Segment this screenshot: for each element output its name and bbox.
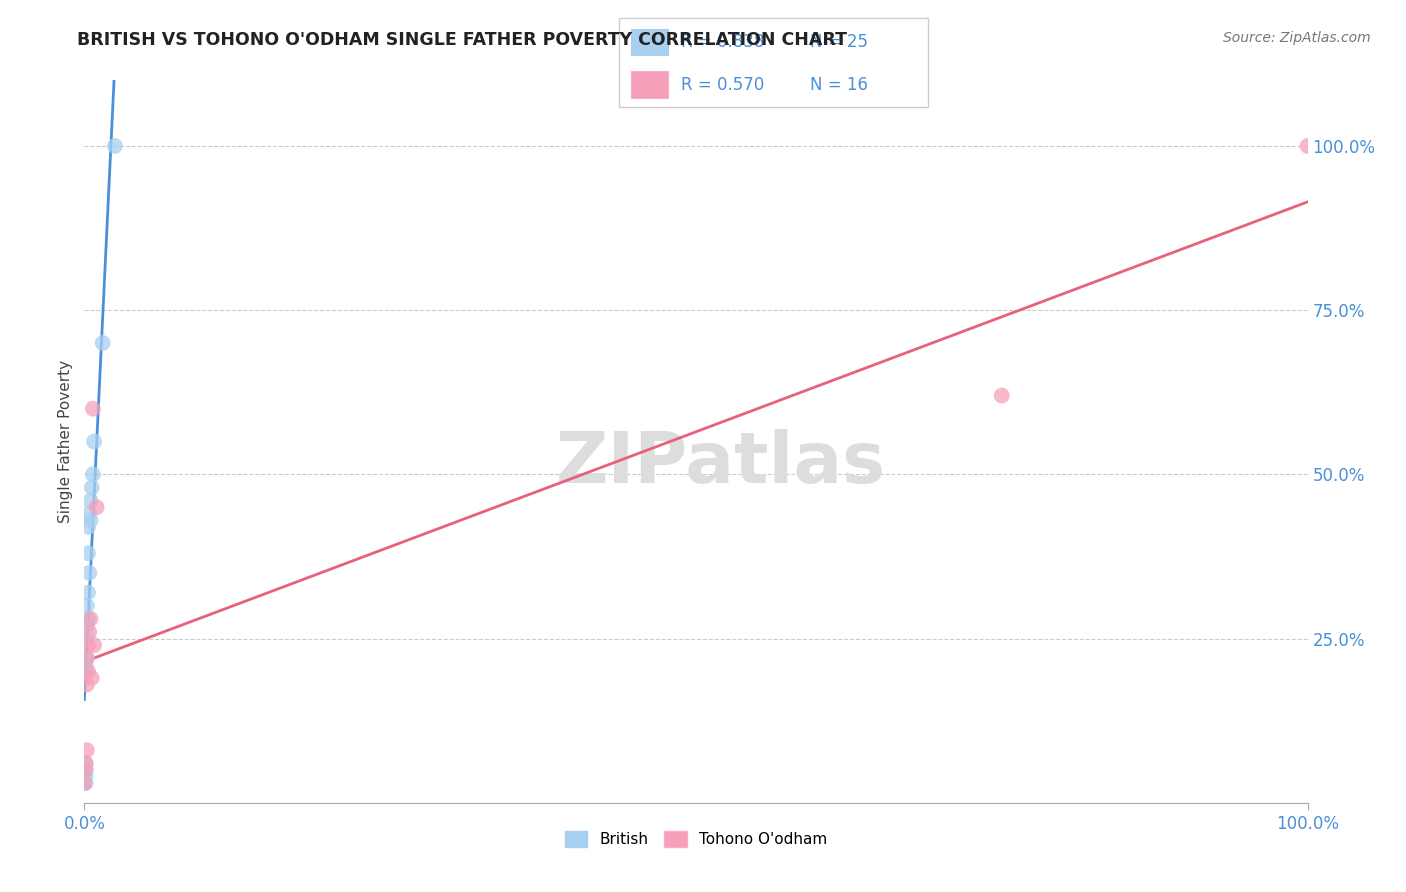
FancyBboxPatch shape (631, 71, 668, 98)
Point (82, 401, 104, 416)
Point (82, 467, 104, 482)
Point (91, 336, 114, 351)
Text: BRITISH VS TOHONO O'ODHAM SINGLE FATHER POVERTY CORRELATION CHART: BRITISH VS TOHONO O'ODHAM SINGLE FATHER … (77, 31, 848, 49)
Point (77, 585, 100, 599)
Point (76, 599, 98, 613)
Point (75, 665, 97, 679)
Point (79, 493, 101, 508)
Point (73, 776, 96, 790)
FancyBboxPatch shape (631, 29, 668, 55)
Point (75, 770, 97, 784)
Point (77, 566, 100, 580)
Point (77, 507, 100, 521)
Text: Source: ZipAtlas.com: Source: ZipAtlas.com (1223, 31, 1371, 45)
Point (77, 625, 100, 640)
Point (77, 638, 100, 652)
Y-axis label: Single Father Poverty: Single Father Poverty (58, 360, 73, 523)
Point (104, 139, 127, 153)
Text: N = 16: N = 16 (810, 76, 869, 94)
Point (77, 546, 100, 560)
Point (1296, 139, 1319, 153)
Point (76, 743, 98, 757)
Legend: British, Tohono O'odham: British, Tohono O'odham (558, 825, 834, 853)
Point (79, 612, 101, 626)
Point (76, 618, 98, 632)
Point (73, 776, 96, 790)
Point (73, 770, 96, 784)
Point (83, 638, 105, 652)
Point (75, 763, 97, 777)
Point (83, 434, 105, 449)
Text: ZIPatlas: ZIPatlas (555, 429, 886, 498)
Point (991, 388, 1014, 402)
Point (75, 657, 97, 672)
FancyBboxPatch shape (619, 18, 928, 107)
Point (76, 651, 98, 665)
Text: N = 25: N = 25 (810, 33, 869, 51)
Point (76, 651, 98, 665)
Point (79, 513, 101, 527)
Text: R = 0.570: R = 0.570 (681, 76, 763, 94)
Text: R = 0.838: R = 0.838 (681, 33, 763, 51)
Point (75, 756, 97, 771)
Point (75, 756, 97, 771)
Point (76, 677, 98, 691)
Point (86, 500, 108, 515)
Point (75, 776, 97, 790)
Point (75, 763, 97, 777)
Point (76, 632, 98, 646)
Point (80, 481, 103, 495)
Point (77, 520, 100, 534)
Point (77, 612, 100, 626)
Point (77, 665, 100, 679)
Point (80, 671, 103, 685)
